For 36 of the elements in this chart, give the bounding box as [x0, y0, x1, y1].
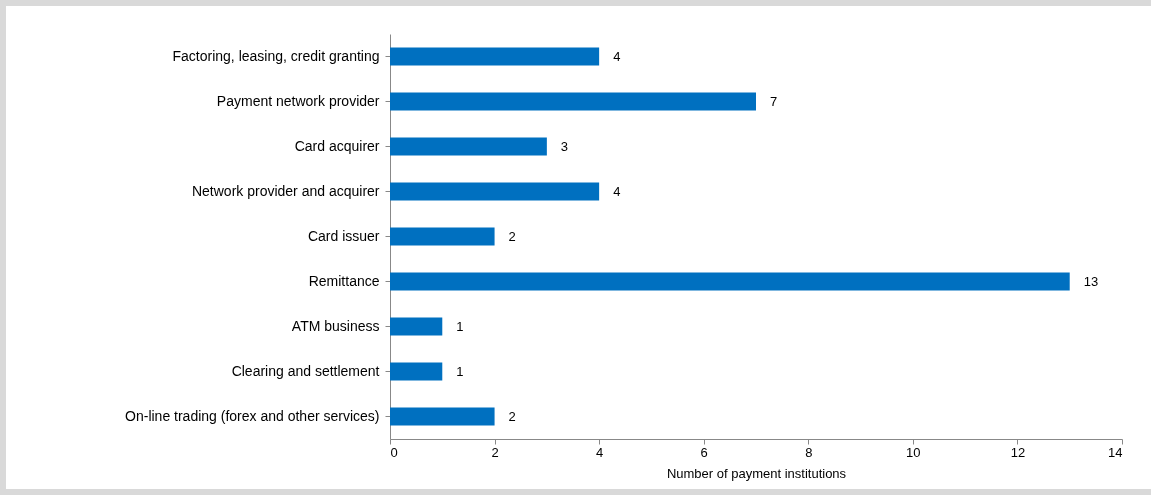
y-tick-label: ATM business [291, 317, 380, 334]
data-label: 1 [456, 318, 464, 334]
y-tick-label: Card acquirer [294, 137, 380, 154]
data-label: 7 [770, 93, 778, 109]
y-tick-label: On-line trading (forex and other services) [125, 407, 380, 424]
y-tick-label: Clearing and settlement [231, 362, 380, 379]
data-label: 1 [456, 363, 464, 379]
bar [390, 362, 443, 381]
x-tick-label: 6 [700, 444, 708, 460]
bar [390, 47, 600, 66]
y-tick-label: Payment network provider [216, 92, 380, 109]
data-label: 3 [560, 138, 569, 154]
x-tick-label: 0 [390, 444, 398, 460]
x-tick-label: 4 [596, 444, 604, 460]
bar [390, 182, 600, 201]
x-tick-label: 8 [805, 444, 813, 460]
y-tick-label: Factoring, leasing, credit granting [172, 47, 380, 64]
bar [390, 317, 443, 336]
bar [390, 92, 756, 111]
x-tick-label: 10 [906, 444, 921, 460]
data-label: 2 [508, 408, 516, 424]
x-tick-label: 2 [491, 444, 499, 460]
bar [390, 137, 547, 156]
data-label: 13 [1083, 273, 1099, 289]
data-label: 4 [613, 48, 621, 64]
data-label: 2 [508, 228, 516, 244]
bar [390, 227, 495, 246]
bar [390, 272, 1070, 291]
bar [390, 407, 495, 426]
x-tick-label: 14 [1108, 444, 1123, 460]
x-tick-label: 12 [1010, 444, 1026, 460]
x-axis-title: Number of payment institutions [666, 465, 847, 481]
data-label: 4 [613, 183, 621, 199]
y-tick-label: Card issuer [307, 227, 380, 244]
y-tick-label: Remittance [308, 272, 380, 289]
y-tick-label: Network provider and acquirer [191, 182, 380, 199]
